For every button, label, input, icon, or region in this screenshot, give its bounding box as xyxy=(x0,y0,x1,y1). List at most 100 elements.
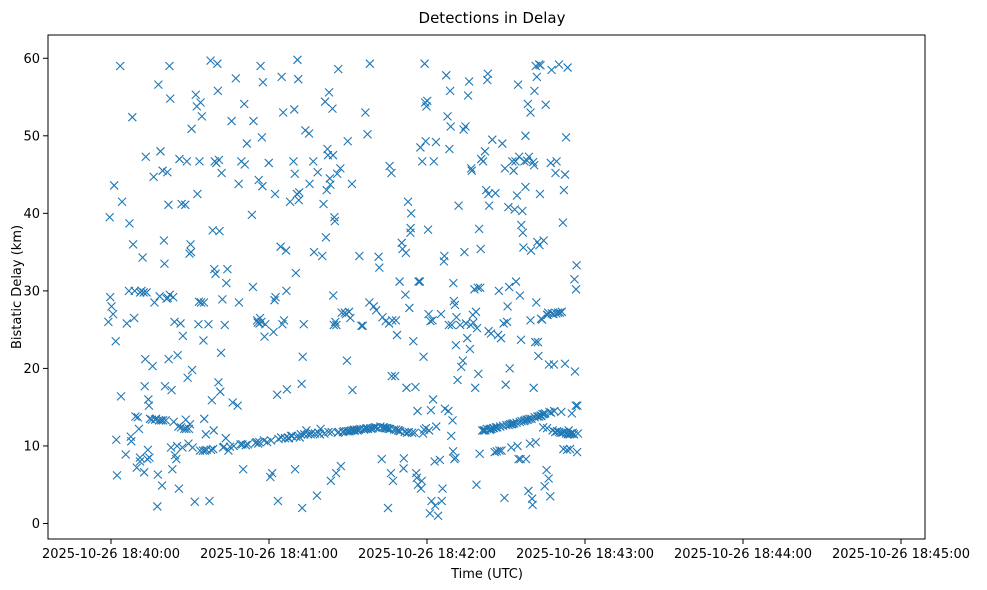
data-point xyxy=(267,468,277,478)
data-point xyxy=(443,406,453,416)
data-point xyxy=(471,307,481,317)
data-point xyxy=(325,180,335,190)
data-point xyxy=(281,246,291,255)
data-point xyxy=(505,364,515,373)
data-point xyxy=(447,320,457,330)
data-point xyxy=(421,136,431,146)
x-tick-label: 2025-10-26 18:40:00 xyxy=(42,547,180,562)
data-point xyxy=(497,139,507,148)
data-point xyxy=(547,65,556,75)
data-point xyxy=(221,278,231,288)
data-points xyxy=(103,55,583,521)
data-point xyxy=(438,484,447,493)
data-point xyxy=(196,298,206,307)
data-point xyxy=(422,96,432,106)
data-point xyxy=(512,191,522,200)
data-point xyxy=(420,59,430,69)
y-tick-label: 60 xyxy=(23,52,40,67)
data-point xyxy=(162,167,172,177)
data-point xyxy=(509,419,519,428)
data-point xyxy=(215,226,224,236)
data-point xyxy=(532,72,542,82)
data-point xyxy=(347,179,357,189)
data-point xyxy=(158,415,168,425)
data-point xyxy=(191,90,201,100)
data-point xyxy=(253,318,263,328)
data-point xyxy=(475,283,485,293)
data-point xyxy=(556,407,566,417)
data-point xyxy=(549,360,559,369)
data-point xyxy=(164,354,174,364)
data-point xyxy=(108,309,118,319)
data-point xyxy=(272,390,282,400)
data-point xyxy=(526,108,535,117)
data-point xyxy=(560,170,570,179)
data-point xyxy=(130,286,140,296)
data-point xyxy=(215,387,225,397)
data-point xyxy=(559,444,568,454)
data-point xyxy=(293,74,303,84)
data-point xyxy=(211,269,220,279)
data-point xyxy=(342,356,352,366)
data-point xyxy=(254,437,264,447)
data-point xyxy=(188,443,198,452)
x-tick-label: 2025-10-26 18:42:00 xyxy=(358,547,496,562)
data-point xyxy=(430,501,440,511)
data-point xyxy=(415,277,425,286)
y-tick-label: 0 xyxy=(32,517,40,532)
data-point xyxy=(243,440,253,449)
data-point xyxy=(201,429,211,439)
data-point xyxy=(291,268,301,278)
data-point xyxy=(468,318,478,328)
data-point xyxy=(487,135,497,145)
data-point xyxy=(419,352,428,362)
data-point xyxy=(297,379,307,389)
data-point xyxy=(518,228,528,238)
data-point xyxy=(523,486,533,496)
data-point xyxy=(525,414,534,424)
data-point xyxy=(443,112,452,121)
data-point xyxy=(572,260,581,270)
data-point xyxy=(410,428,420,438)
data-point xyxy=(407,428,417,438)
data-point xyxy=(332,320,341,330)
data-point xyxy=(141,152,151,162)
data-point xyxy=(204,319,213,329)
data-point xyxy=(423,225,433,235)
data-point xyxy=(177,443,187,452)
data-point xyxy=(121,450,131,459)
data-point xyxy=(413,406,422,416)
data-point xyxy=(231,74,241,83)
data-point xyxy=(528,500,537,510)
data-point xyxy=(167,385,176,395)
data-point xyxy=(328,104,337,114)
data-point xyxy=(194,319,203,329)
data-point xyxy=(439,251,449,261)
data-point xyxy=(393,426,403,435)
data-point xyxy=(401,248,411,258)
data-point xyxy=(524,152,534,162)
data-point xyxy=(495,446,504,455)
data-point xyxy=(473,283,483,293)
data-point xyxy=(501,380,511,390)
data-point xyxy=(139,467,149,477)
data-point xyxy=(463,91,473,100)
data-point xyxy=(126,436,136,446)
data-point xyxy=(448,446,458,456)
data-point xyxy=(248,282,258,292)
data-point xyxy=(199,336,208,345)
data-point xyxy=(322,185,332,195)
x-tick-label: 2025-10-26 18:44:00 xyxy=(674,547,812,562)
data-point xyxy=(180,200,190,210)
data-point xyxy=(521,182,530,192)
data-point xyxy=(149,172,159,182)
data-point xyxy=(500,493,509,503)
data-point xyxy=(155,291,165,301)
data-point xyxy=(510,205,520,214)
data-point xyxy=(317,251,327,261)
data-point xyxy=(523,415,533,424)
data-point xyxy=(156,146,165,156)
data-point xyxy=(133,412,143,422)
data-point xyxy=(513,441,522,451)
data-point xyxy=(348,385,357,395)
